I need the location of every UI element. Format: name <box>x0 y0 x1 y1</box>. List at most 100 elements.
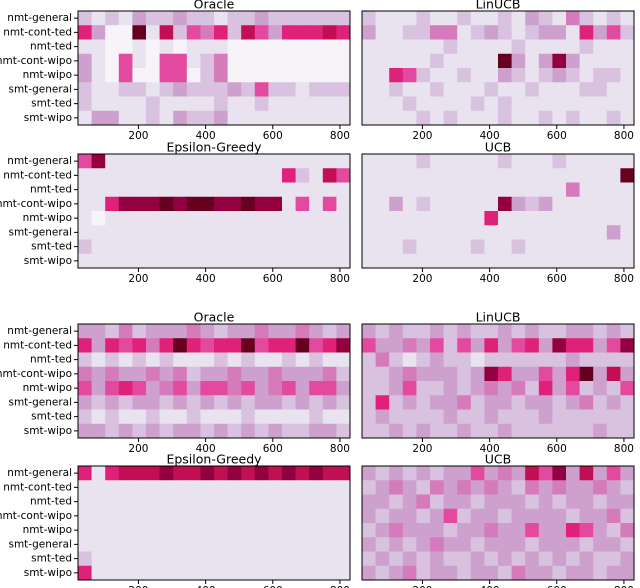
heatmap-cell <box>484 409 499 425</box>
heatmap-cell <box>309 154 324 169</box>
heatmap-cell <box>606 168 621 183</box>
heatmap-cell <box>402 211 417 226</box>
heatmap-cell <box>620 53 635 69</box>
heatmap-cell <box>159 395 174 410</box>
heatmap-cell <box>173 168 188 183</box>
heatmap-cell <box>552 211 567 226</box>
heatmap-cell <box>511 11 526 26</box>
heatmap-cell <box>552 480 567 495</box>
heatmap-cell <box>552 239 567 255</box>
heatmap-cell <box>484 211 499 226</box>
heatmap-cell <box>375 551 390 567</box>
heatmap-cell <box>484 523 499 538</box>
heatmap-cell <box>606 565 621 581</box>
heatmap-cell <box>282 53 296 69</box>
heatmap-cell <box>593 182 608 198</box>
heatmap-cell <box>78 96 92 112</box>
panel-title: UCB <box>485 452 511 467</box>
heatmap-cell <box>538 480 553 495</box>
heatmap-cell <box>402 110 417 126</box>
heatmap-cell <box>173 537 188 552</box>
heatmap-cell <box>105 523 120 538</box>
heatmap-cell <box>159 466 174 481</box>
heatmap-cell <box>91 366 106 382</box>
x-tick-label: 600 <box>547 443 567 455</box>
heatmap-cell <box>443 53 458 69</box>
heatmap-cell <box>254 508 269 524</box>
heatmap-cell <box>389 182 404 198</box>
heatmap-cell <box>389 551 404 567</box>
heatmap-cell <box>241 253 256 269</box>
heatmap-cell <box>416 168 431 183</box>
heatmap-cell <box>241 239 256 255</box>
heatmap-cell <box>552 551 567 567</box>
heatmap-cell <box>146 508 160 524</box>
heatmap-cell <box>606 523 621 538</box>
heatmap-cell <box>227 338 242 353</box>
heatmap-cell <box>227 11 242 26</box>
heatmap-cell <box>227 39 242 55</box>
heatmap-cell <box>227 25 242 40</box>
heatmap-cell <box>91 508 106 524</box>
heatmap-cell <box>146 381 160 396</box>
heatmap-cell <box>336 96 351 112</box>
heatmap-cell <box>389 565 404 581</box>
heatmap-cell <box>375 182 390 198</box>
heatmap-cell <box>295 508 310 524</box>
heatmap-cell <box>309 338 324 353</box>
heatmap-cell <box>254 11 269 26</box>
heatmap-cell <box>498 53 512 69</box>
heatmap-cell <box>214 324 228 339</box>
y-tick-label: smt-ted <box>31 241 72 253</box>
heatmap-cell <box>322 211 337 226</box>
heatmap-cell <box>457 96 472 112</box>
heatmap-cell <box>566 381 580 396</box>
heatmap-cell <box>146 68 160 83</box>
heatmap-cell <box>200 225 215 240</box>
heatmap-cell <box>566 11 580 26</box>
heatmap-cell <box>498 466 512 481</box>
heatmap-cell <box>389 324 404 339</box>
heatmap-cell <box>375 196 390 212</box>
heatmap-cell <box>443 82 458 97</box>
heatmap-cell <box>186 96 201 112</box>
heatmap-cell <box>295 182 310 198</box>
heatmap-cell <box>282 110 296 126</box>
heatmap-cell <box>430 182 444 198</box>
heatmap-cell <box>525 11 540 26</box>
heatmap-cell <box>146 253 160 269</box>
heatmap-cell <box>268 82 283 97</box>
heatmap-cell <box>227 508 242 524</box>
heatmap-cell <box>620 11 635 26</box>
heatmap-cell <box>443 508 458 524</box>
heatmap-cell <box>173 352 188 368</box>
heatmap-cell <box>511 239 526 255</box>
heatmap-cell <box>402 366 417 382</box>
heatmap-cell <box>200 523 215 538</box>
heatmap-cell <box>566 211 580 226</box>
heatmap-cell <box>552 68 567 83</box>
heatmap-cell <box>538 196 553 212</box>
heatmap-cell <box>593 494 608 510</box>
heatmap-cell <box>173 154 188 169</box>
heatmap-cell <box>389 494 404 510</box>
heatmap-cell <box>430 53 444 69</box>
heatmap-cell <box>620 68 635 83</box>
heatmap-cell <box>375 25 390 40</box>
heatmap-cell <box>538 366 553 382</box>
heatmap-cell <box>200 253 215 269</box>
heatmap-cell <box>498 25 512 40</box>
heatmap-cell <box>118 352 133 368</box>
heatmap-cell <box>118 196 133 212</box>
heatmap-cell <box>336 523 351 538</box>
heatmap-cell <box>593 565 608 581</box>
heatmap-cell <box>620 409 635 425</box>
heatmap-cell <box>214 196 228 212</box>
heatmap-cell <box>241 39 256 55</box>
heatmap-cell <box>132 395 147 410</box>
heatmap-cell <box>78 11 92 26</box>
heatmap-cell <box>511 68 526 83</box>
heatmap-cell <box>362 466 376 481</box>
heatmap-cell <box>593 409 608 425</box>
